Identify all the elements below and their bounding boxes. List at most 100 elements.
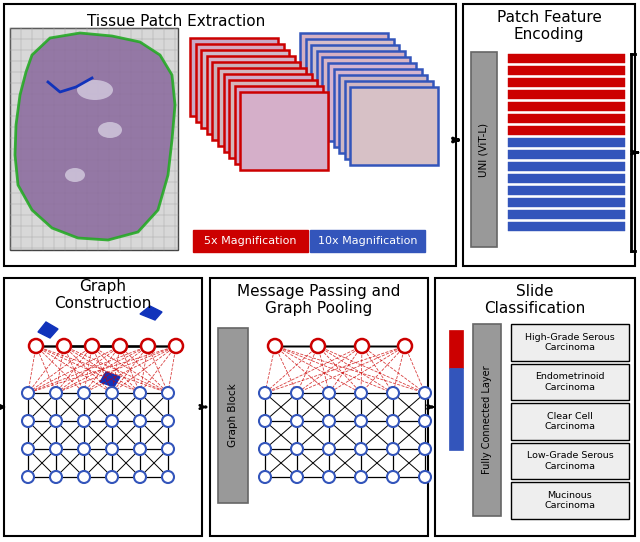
Circle shape	[113, 339, 127, 353]
Bar	[473, 324, 501, 516]
Bar	[508, 90, 625, 99]
Bar	[508, 150, 625, 159]
Circle shape	[268, 339, 282, 353]
Bar	[10, 28, 178, 250]
Bar	[311, 45, 399, 123]
Circle shape	[50, 387, 62, 399]
Text: Message Passing and
Graph Pooling: Message Passing and Graph Pooling	[237, 284, 401, 316]
Bar	[508, 210, 625, 219]
Bar	[218, 68, 306, 146]
Bar	[508, 54, 625, 63]
Bar	[345, 81, 433, 159]
Circle shape	[78, 415, 90, 427]
Circle shape	[141, 339, 155, 353]
Circle shape	[162, 471, 174, 483]
Bar	[4, 278, 202, 536]
Bar	[201, 50, 289, 128]
Circle shape	[259, 471, 271, 483]
Bar	[193, 230, 308, 252]
Bar	[508, 162, 625, 171]
Bar	[229, 80, 317, 158]
Bar	[511, 482, 629, 519]
Bar	[323, 57, 410, 135]
Bar	[508, 138, 625, 147]
Circle shape	[311, 339, 325, 353]
Circle shape	[50, 415, 62, 427]
Circle shape	[323, 471, 335, 483]
Circle shape	[387, 415, 399, 427]
Bar	[449, 330, 463, 368]
Text: Mucinous
Carcinoma: Mucinous Carcinoma	[545, 491, 595, 511]
Bar	[333, 69, 422, 147]
Text: Patch Feature
Encoding: Patch Feature Encoding	[497, 10, 602, 42]
Circle shape	[419, 415, 431, 427]
Bar	[196, 44, 284, 122]
Bar	[317, 51, 405, 129]
Circle shape	[162, 415, 174, 427]
Bar	[210, 278, 428, 536]
Bar	[339, 75, 428, 153]
Circle shape	[85, 339, 99, 353]
Circle shape	[78, 387, 90, 399]
Circle shape	[398, 339, 412, 353]
Bar	[310, 230, 425, 252]
Bar	[435, 278, 635, 536]
Text: Fully Connected Layer: Fully Connected Layer	[482, 366, 492, 474]
Bar	[4, 4, 456, 266]
Bar	[471, 52, 497, 247]
Bar	[463, 4, 635, 266]
Bar	[511, 403, 629, 440]
Circle shape	[134, 415, 146, 427]
Polygon shape	[100, 372, 120, 387]
Bar	[190, 38, 278, 116]
Circle shape	[22, 443, 34, 455]
Circle shape	[291, 471, 303, 483]
Circle shape	[162, 443, 174, 455]
Text: Graph Block: Graph Block	[228, 384, 238, 447]
Circle shape	[259, 387, 271, 399]
Circle shape	[323, 415, 335, 427]
Text: Tissue Patch Extraction: Tissue Patch Extraction	[86, 14, 265, 29]
Bar	[508, 174, 625, 183]
Bar	[241, 92, 328, 170]
Circle shape	[78, 471, 90, 483]
Circle shape	[106, 415, 118, 427]
Circle shape	[291, 415, 303, 427]
Bar	[508, 78, 625, 87]
Circle shape	[29, 339, 43, 353]
Bar	[212, 62, 300, 140]
Circle shape	[355, 415, 367, 427]
Circle shape	[387, 443, 399, 455]
Circle shape	[169, 339, 183, 353]
Circle shape	[259, 415, 271, 427]
Text: Endometrinoid
Carcinoma: Endometrinoid Carcinoma	[535, 372, 605, 392]
Circle shape	[355, 387, 367, 399]
Circle shape	[50, 471, 62, 483]
Circle shape	[419, 387, 431, 399]
Circle shape	[57, 339, 71, 353]
Circle shape	[134, 471, 146, 483]
Bar	[306, 39, 394, 117]
Text: Graph
Construction: Graph Construction	[54, 279, 152, 311]
Circle shape	[259, 443, 271, 455]
Circle shape	[419, 443, 431, 455]
Circle shape	[291, 443, 303, 455]
Bar	[508, 222, 625, 231]
Circle shape	[22, 471, 34, 483]
Bar	[207, 56, 295, 134]
Circle shape	[355, 443, 367, 455]
Circle shape	[355, 339, 369, 353]
Bar	[508, 66, 625, 75]
Bar	[449, 368, 463, 450]
Bar	[508, 126, 625, 135]
Text: High-Grade Serous
Carcinoma: High-Grade Serous Carcinoma	[525, 333, 615, 352]
Ellipse shape	[65, 168, 85, 182]
Text: 10x Magnification: 10x Magnification	[317, 236, 417, 246]
Bar	[300, 33, 388, 111]
Ellipse shape	[77, 80, 113, 100]
Bar	[218, 328, 248, 503]
Circle shape	[106, 443, 118, 455]
Bar	[351, 87, 438, 165]
Circle shape	[78, 443, 90, 455]
Text: 5x Magnification: 5x Magnification	[204, 236, 297, 246]
